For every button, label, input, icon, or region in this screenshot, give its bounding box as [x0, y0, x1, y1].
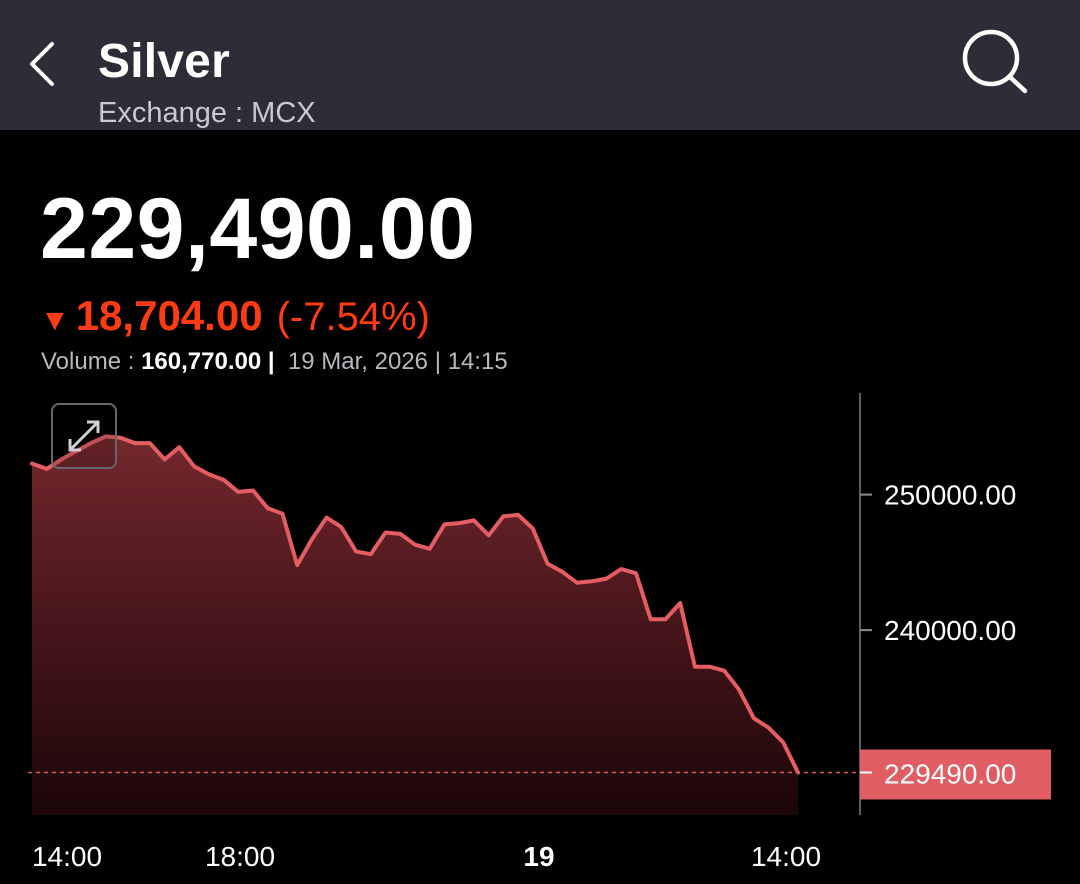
price-area-fill — [32, 436, 798, 815]
quote-date: 19 Mar, 2026 — [287, 348, 429, 375]
y-tick-label: 240000.00 — [884, 615, 1016, 646]
last-price-tag — [860, 749, 1051, 800]
quote-time: 14:15 — [447, 348, 508, 375]
x-tick-label: 14:00 — [751, 841, 821, 872]
price-chart[interactable]: 250000.00 240000.00 229490.00 14:00 18:00 19 1… — [0, 390, 1080, 884]
meta-separator: | — [434, 348, 441, 375]
volume-value: 160,770.00 — [141, 348, 262, 375]
search-button[interactable] — [955, 26, 1035, 100]
price-line — [30, 434, 800, 775]
exchange-label: Exchange : MCX — [98, 97, 316, 129]
x-tick-label: 14:00 — [32, 841, 102, 872]
change-absolute: 18,704.00 — [75, 292, 263, 339]
y-tick-label: 250000.00 — [884, 480, 1016, 511]
change-percent: (-7.54%) — [276, 295, 430, 339]
app-bar: Silver Exchange : MCX — [0, 0, 1080, 130]
expand-chart-button[interactable] — [51, 403, 117, 469]
last-price: 229,490.00 — [40, 181, 476, 277]
expand-arrows-icon — [68, 420, 100, 452]
page-title: Silver — [98, 35, 230, 88]
last-price-tag-label: 229490.00 — [884, 758, 1016, 789]
chevron-left-icon — [30, 42, 54, 86]
volume-label: Volume : — [41, 348, 135, 375]
down-arrow-icon: ▼ — [40, 304, 70, 337]
x-tick-label: 18:00 — [205, 841, 275, 872]
x-tick-label: 19 — [523, 841, 554, 872]
search-icon — [962, 29, 1028, 94]
back-button[interactable] — [22, 38, 66, 90]
quote-meta: Volume : 160,770.00 | 19 Mar, 2026 | 14:… — [41, 348, 508, 376]
meta-separator: | — [267, 348, 275, 375]
price-change: ▼ 18,704.00 (-7.54%) — [40, 292, 430, 344]
